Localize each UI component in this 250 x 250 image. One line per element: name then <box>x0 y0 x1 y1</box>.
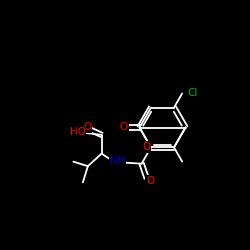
Text: O: O <box>146 176 154 186</box>
Text: O: O <box>83 122 91 132</box>
Text: O: O <box>120 122 128 132</box>
Text: HO: HO <box>70 128 86 138</box>
Text: O: O <box>142 142 151 152</box>
Text: NH: NH <box>110 156 125 166</box>
Text: Cl: Cl <box>187 88 198 98</box>
